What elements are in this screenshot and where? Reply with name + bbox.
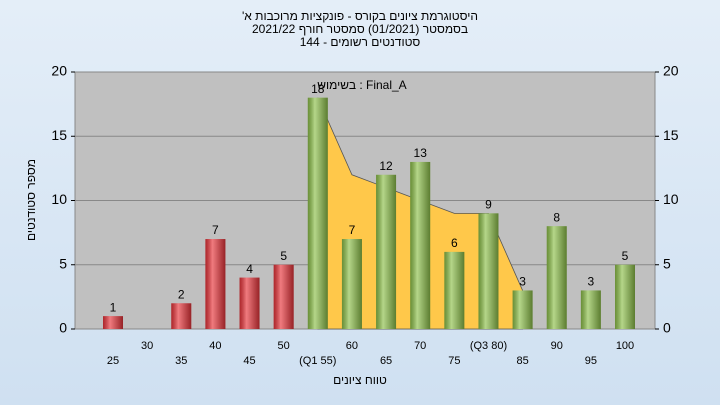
y-tick-label: 15 [51,127,67,143]
bar-shade [341,239,362,329]
bar-shade [376,174,397,329]
data-label: 5 [280,249,287,263]
x-tick-label: 65 [380,355,392,367]
chart-subtitle: סטודנטים רשומים - 144 [300,35,421,49]
data-label: 1 [110,300,117,314]
y2-tick-label: 0 [663,320,671,336]
y2-tick-label: 5 [663,255,671,271]
chart-title: 'היסטוגרמת ציונים בקורס - פונקציות מרוכב… [242,9,478,23]
bar-shade [512,290,533,329]
bar-shade [478,213,499,329]
bar-shade [205,239,226,329]
data-label: 6 [451,236,458,250]
bar-shade [410,161,431,329]
y-tick-label: 10 [51,191,67,207]
x-tick-label: 35 [175,355,187,367]
x-tick-label: 45 [243,355,255,367]
y-tick-label: 5 [59,255,67,271]
x-tick-label: 50 [278,340,290,352]
data-label: 9 [485,198,492,212]
bar-shade [580,290,601,329]
data-label: 3 [519,275,526,289]
bar-shade [239,277,260,329]
y-axis-label: מספר סטודנטים [24,159,38,241]
data-label: 12 [379,159,393,173]
data-label: 4 [246,262,253,276]
y2-tick-label: 10 [663,191,679,207]
bar-shade [546,226,567,329]
x-tick-label: 100 [616,340,634,352]
y2-tick-label: 15 [663,127,679,143]
y2-tick-label: 20 [663,63,679,79]
bar-shade [103,316,123,329]
data-label: 7 [212,223,219,237]
data-label: 13 [414,146,428,160]
bar-shade [444,251,465,329]
data-label: 5 [622,249,629,263]
x-tick-label: 40 [209,340,221,352]
data-label: 7 [349,223,356,237]
data-label: 3 [588,275,595,289]
x-tick-label: 85 [516,355,528,367]
x-tick-label: 95 [585,355,597,367]
x-tick-label: 90 [551,340,563,352]
bar-shade [615,264,635,329]
chart-subtitle: בסמסטר (01/2021) סמסטר חורף 2021/22 [252,22,468,36]
data-label: 8 [553,210,560,224]
x-tick-label: (Q3 80) [470,340,507,352]
annotation: בשימוש : Final_A [317,78,406,92]
bar-shade [307,97,328,329]
y-tick-label: 0 [59,320,67,336]
x-tick-label: 75 [448,355,460,367]
x-tick-label: 30 [141,340,153,352]
x-tick-label: (Q1 55) [299,355,336,367]
x-tick-label: 25 [107,355,119,367]
data-label: 18 [311,82,325,96]
x-axis-label: טווח ציונים [333,373,387,387]
bar-shade [273,264,294,329]
y-tick-label: 20 [51,63,67,79]
x-tick-label: 70 [414,340,426,352]
bar-shade [171,303,192,329]
data-label: 2 [178,287,185,301]
x-tick-label: 60 [346,340,358,352]
